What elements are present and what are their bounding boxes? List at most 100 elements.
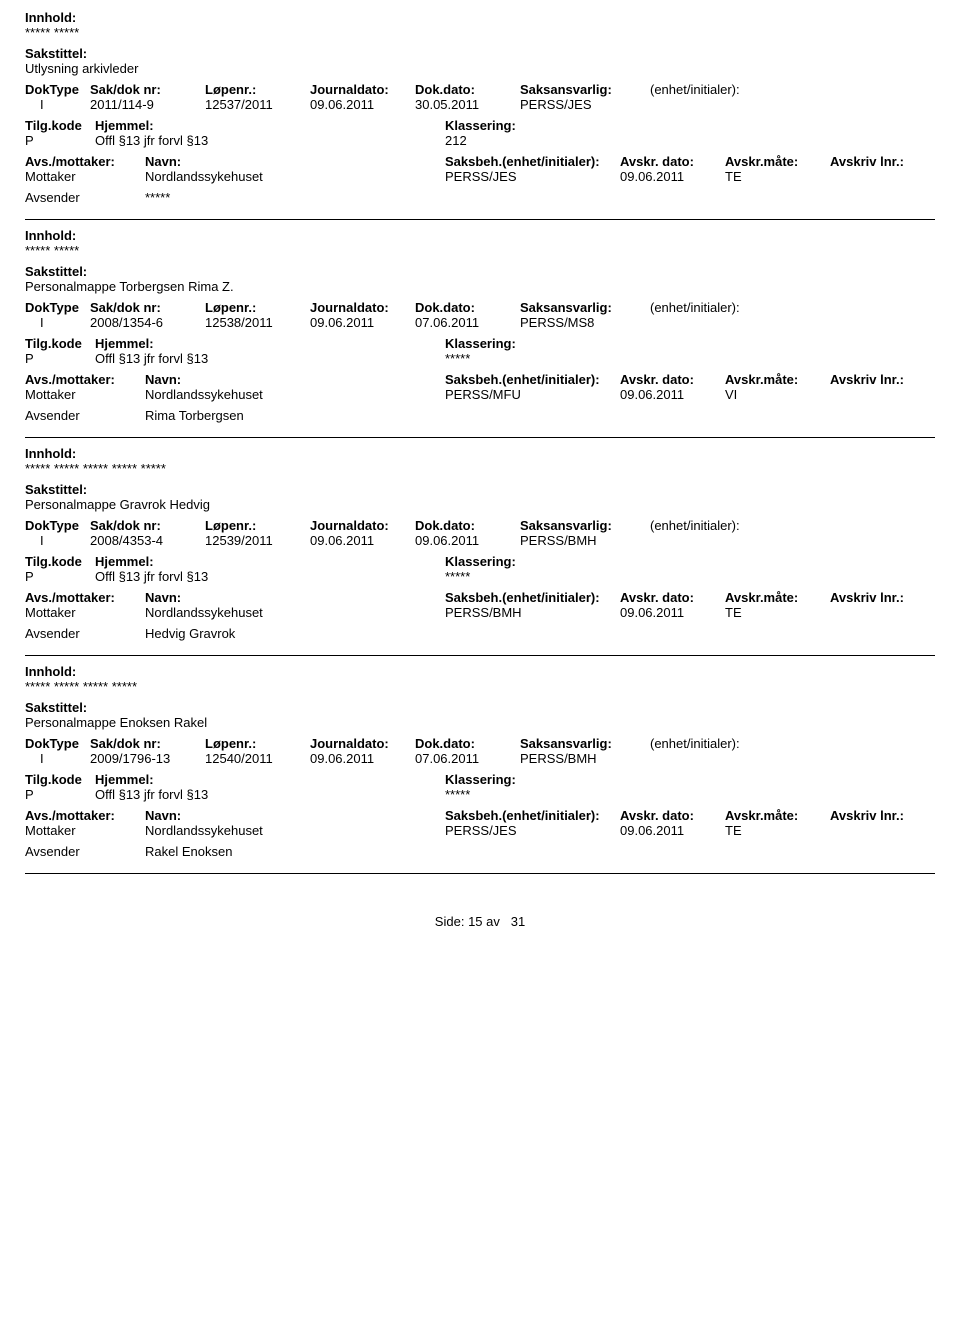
doktype-value: I (25, 533, 90, 548)
sakstittel-label: Sakstittel: (25, 482, 935, 497)
sakstittel-label: Sakstittel: (25, 46, 935, 61)
avskrivlnr-label: Avskriv lnr.: (830, 372, 930, 387)
lopenr-value: 12537/2011 (205, 97, 310, 112)
mottaker-label: Mottaker (25, 387, 145, 402)
mottaker-label: Mottaker (25, 605, 145, 620)
klassering-value: ***** (445, 351, 595, 366)
innhold-value: ***** ***** ***** ***** ***** (25, 461, 935, 476)
innhold-label: Innhold: (25, 664, 935, 679)
innhold-label: Innhold: (25, 10, 935, 25)
avsmottaker-label: Avs./mottaker: (25, 808, 145, 823)
tilgkode-label: Tilg.kode (25, 554, 95, 569)
journal-entry: Innhold: ***** ***** ***** ***** ***** S… (25, 446, 935, 656)
hjemmel-label: Hjemmel: (95, 118, 445, 133)
sakdoknr-value: 2011/114-9 (90, 97, 205, 112)
mottaker-label: Mottaker (25, 823, 145, 838)
saksbeh-label: Saksbeh.(enhet/initialer): (445, 154, 620, 169)
sakdoknr-label: Sak/dok nr: (90, 518, 205, 533)
mottaker-navn: Nordlandssykehuset (145, 605, 445, 620)
sakstittel-value: Personalmappe Enoksen Rakel (25, 715, 935, 730)
hjemmel-value: Offl §13 jfr forvl §13 (95, 787, 445, 802)
page-footer: Side: 15 av 31 (25, 914, 935, 929)
avskrmate-label: Avskr.måte: (725, 372, 830, 387)
mottaker-label: Mottaker (25, 169, 145, 184)
av-label: av (486, 914, 500, 929)
dokdato-label: Dok.dato: (415, 736, 520, 751)
avsender-label: Avsender (25, 408, 145, 423)
sakdoknr-label: Sak/dok nr: (90, 300, 205, 315)
saksansvarlig-label: Saksansvarlig: (520, 300, 650, 315)
avskrivlnr-label: Avskriv lnr.: (830, 154, 930, 169)
avskrmate-value: VI (725, 387, 830, 402)
avskrdato-label: Avskr. dato: (620, 154, 725, 169)
sakstittel-label: Sakstittel: (25, 264, 935, 279)
lopenr-value: 12539/2011 (205, 533, 310, 548)
lopenr-label: Løpenr.: (205, 736, 310, 751)
klassering-value: 212 (445, 133, 595, 148)
sakdoknr-value: 2009/1796-13 (90, 751, 205, 766)
navn-label: Navn: (145, 808, 445, 823)
innhold-label: Innhold: (25, 228, 935, 243)
journaldato-value: 09.06.2011 (310, 533, 415, 548)
hjemmel-label: Hjemmel: (95, 336, 445, 351)
dokdato-label: Dok.dato: (415, 82, 520, 97)
saksansvarlig-label: Saksansvarlig: (520, 82, 650, 97)
lopenr-value: 12538/2011 (205, 315, 310, 330)
doktype-value: I (25, 751, 90, 766)
tilgkode-value: P (25, 569, 95, 584)
avsmottaker-label: Avs./mottaker: (25, 154, 145, 169)
hjemmel-label: Hjemmel: (95, 772, 445, 787)
saksbeh-label: Saksbeh.(enhet/initialer): (445, 590, 620, 605)
sakdoknr-label: Sak/dok nr: (90, 736, 205, 751)
dokdato-value: 09.06.2011 (415, 533, 520, 548)
mottaker-navn: Nordlandssykehuset (145, 823, 445, 838)
journaldato-value: 09.06.2011 (310, 315, 415, 330)
avskrdato-value: 09.06.2011 (620, 823, 725, 838)
avskrdato-value: 09.06.2011 (620, 605, 725, 620)
hjemmel-value: Offl §13 jfr forvl §13 (95, 569, 445, 584)
hjemmel-label: Hjemmel: (95, 554, 445, 569)
hjemmel-value: Offl §13 jfr forvl §13 (95, 351, 445, 366)
navn-label: Navn: (145, 372, 445, 387)
saksbeh-label: Saksbeh.(enhet/initialer): (445, 808, 620, 823)
mottaker-navn: Nordlandssykehuset (145, 169, 445, 184)
klassering-label: Klassering: (445, 118, 595, 133)
saksansvarlig-value: PERSS/BMH (520, 533, 650, 548)
saksansvarlig-label: Saksansvarlig: (520, 518, 650, 533)
journal-entry: Innhold: ***** ***** Sakstittel: Persona… (25, 228, 935, 438)
tilgkode-label: Tilg.kode (25, 118, 95, 133)
lopenr-label: Løpenr.: (205, 82, 310, 97)
avskrmate-value: TE (725, 605, 830, 620)
avsender-navn: Hedvig Gravrok (145, 626, 945, 641)
sakdoknr-value: 2008/1354-6 (90, 315, 205, 330)
hjemmel-value: Offl §13 jfr forvl §13 (95, 133, 445, 148)
saksansvarlig-label: Saksansvarlig: (520, 736, 650, 751)
avskrmate-value: TE (725, 823, 830, 838)
klassering-label: Klassering: (445, 772, 595, 787)
avsmottaker-label: Avs./mottaker: (25, 590, 145, 605)
klassering-label: Klassering: (445, 554, 595, 569)
avskrmate-label: Avskr.måte: (725, 590, 830, 605)
klassering-value: ***** (445, 787, 595, 802)
saksbeh-label: Saksbeh.(enhet/initialer): (445, 372, 620, 387)
dokdato-label: Dok.dato: (415, 300, 520, 315)
doktype-label: DokType (25, 736, 90, 751)
doktype-label: DokType (25, 82, 90, 97)
doktype-value: I (25, 315, 90, 330)
avskrivlnr-label: Avskriv lnr.: (830, 590, 930, 605)
avsmottaker-label: Avs./mottaker: (25, 372, 145, 387)
avsender-navn: ***** (145, 190, 945, 205)
klassering-value: ***** (445, 569, 595, 584)
saksansvarlig-value: PERSS/MS8 (520, 315, 650, 330)
avskrmate-label: Avskr.måte: (725, 808, 830, 823)
sakstittel-value: Personalmappe Torbergsen Rima Z. (25, 279, 935, 294)
journal-entry: Innhold: ***** ***** Sakstittel: Utlysni… (25, 10, 935, 220)
avskrdato-value: 09.06.2011 (620, 169, 725, 184)
sakstittel-value: Personalmappe Gravrok Hedvig (25, 497, 935, 512)
saksbeh-value: PERSS/MFU (445, 387, 620, 402)
dokdato-label: Dok.dato: (415, 518, 520, 533)
avsender-navn: Rima Torbergsen (145, 408, 945, 423)
total-pages: 31 (511, 914, 525, 929)
innhold-value: ***** ***** (25, 25, 935, 40)
tilgkode-value: P (25, 133, 95, 148)
